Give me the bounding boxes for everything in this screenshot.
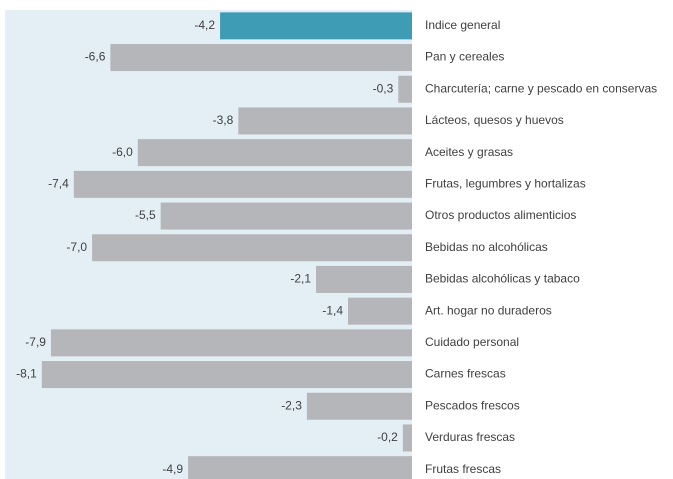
category-label: Aceites y grasas xyxy=(425,145,513,159)
value-label: -6,0 xyxy=(112,145,133,159)
bar xyxy=(41,361,413,389)
category-label: Otros productos alimenticios xyxy=(425,208,576,222)
bar xyxy=(50,329,412,357)
bar xyxy=(110,44,412,72)
bar xyxy=(92,234,412,262)
bar xyxy=(402,424,412,452)
value-label: -4,9 xyxy=(162,462,183,476)
bar xyxy=(137,139,413,167)
value-label: -3,8 xyxy=(213,113,234,127)
category-label: Frutas frescas xyxy=(425,462,501,476)
bar xyxy=(316,265,412,293)
category-label: Cuidado personal xyxy=(425,335,519,349)
value-label: -2,1 xyxy=(290,272,311,286)
category-label: Pan y cereales xyxy=(425,50,504,64)
category-label: Bebidas no alcohólicas xyxy=(425,240,548,254)
value-label: -2,3 xyxy=(281,398,302,412)
bar xyxy=(188,456,412,479)
category-label: Carnes frescas xyxy=(425,367,506,381)
bar xyxy=(306,392,412,420)
bar xyxy=(348,297,412,325)
category-label: Art. hogar no duraderos xyxy=(425,303,552,317)
bar xyxy=(160,202,412,230)
value-label: -1,4 xyxy=(322,303,343,317)
value-label: -7,4 xyxy=(48,177,69,191)
category-label: Lácteos, quesos y huevos xyxy=(425,113,564,127)
category-label: Verduras frescas xyxy=(425,430,515,444)
value-label: -0,3 xyxy=(373,81,394,95)
bar xyxy=(220,12,412,40)
value-label: -7,9 xyxy=(25,335,46,349)
bar xyxy=(398,75,412,103)
value-label: -6,6 xyxy=(85,50,106,64)
bar xyxy=(238,107,412,135)
value-label: -8,1 xyxy=(16,367,37,381)
bar xyxy=(73,170,412,198)
value-label: -5,5 xyxy=(135,208,156,222)
value-label: -7,0 xyxy=(66,240,87,254)
category-label: Bebidas alcohólicas y tabaco xyxy=(425,272,580,286)
category-label: Frutas, legumbres y hortalizas xyxy=(425,177,586,191)
category-label: Indice general xyxy=(425,18,500,32)
value-label: -4,2 xyxy=(194,18,215,32)
value-label: -0,2 xyxy=(377,430,398,444)
category-label: Pescados frescos xyxy=(425,398,520,412)
category-label: Charcutería; carne y pescado en conserva… xyxy=(425,81,657,95)
